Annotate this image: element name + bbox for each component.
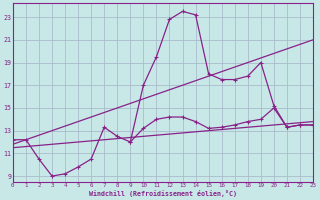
X-axis label: Windchill (Refroidissement éolien,°C): Windchill (Refroidissement éolien,°C) <box>89 190 237 197</box>
